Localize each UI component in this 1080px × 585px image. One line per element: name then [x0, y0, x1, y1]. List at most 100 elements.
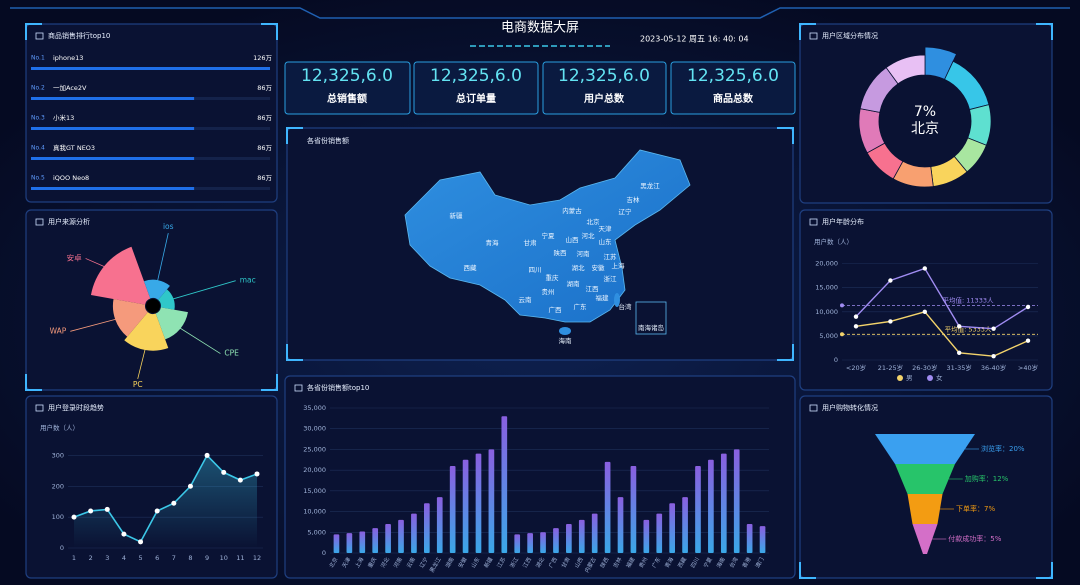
legend-swatch [897, 375, 903, 381]
kpi-card [284, 61, 411, 115]
bar [708, 459, 714, 553]
bar [591, 513, 598, 553]
bar [578, 519, 585, 553]
x-tick-label: 10 [220, 554, 228, 562]
bar [398, 519, 404, 553]
x-tick-label: 2 [89, 554, 93, 562]
bar [759, 526, 766, 553]
bar [514, 534, 521, 553]
panel-title: 用户年龄分布 [822, 217, 864, 226]
bar [462, 459, 469, 553]
x-tick-label: <20岁 [846, 363, 866, 372]
funnel-segment [912, 524, 938, 554]
kpi-value: 12,325,6.0 [301, 66, 393, 86]
region-label: 辽宁 [619, 207, 633, 216]
y-tick-label: 10,000 [815, 308, 838, 316]
point [104, 506, 110, 512]
x-tick-label: 5 [138, 554, 142, 562]
title-icon [809, 32, 818, 40]
rose-segment [90, 246, 151, 305]
china-map [404, 149, 691, 323]
region-label: 台湾 [619, 302, 633, 311]
region-label: 山东 [599, 237, 613, 246]
region-label: 四川 [529, 266, 542, 274]
point [888, 278, 893, 283]
rank: No.4 [31, 145, 45, 152]
legend-label: 女 [936, 373, 943, 382]
bar [501, 416, 508, 553]
region-label: 浙江 [604, 274, 618, 283]
region-label: 上海 [612, 261, 626, 270]
title-icon [294, 384, 303, 392]
region-label: 黑龙江 [640, 181, 660, 190]
funnel-segment [895, 464, 955, 494]
panel-corner [286, 127, 794, 361]
bar [566, 524, 572, 553]
funnel-segment [907, 494, 943, 524]
leader-line [176, 325, 221, 354]
datetime: 2023-05-12 周五 16: 40: 04 [640, 35, 749, 44]
category-label: WAP [50, 326, 67, 335]
title-icon [809, 404, 818, 412]
x-tick-label: 1 [72, 554, 76, 562]
bar [372, 528, 379, 553]
x-tick-label: 江西 [522, 556, 534, 569]
bar [695, 466, 701, 553]
point [957, 324, 962, 329]
x-tick-label: 天津 [341, 556, 353, 569]
bar [31, 67, 270, 70]
header-frame [10, 7, 1070, 19]
legend-label: 男 [906, 374, 913, 382]
bar [746, 524, 753, 553]
item-name: iphone13 [53, 54, 83, 62]
panel-title: 用户登录时段趋势 [48, 403, 104, 412]
kpi-label: 总订单量 [456, 92, 496, 105]
funnel-segment [875, 434, 975, 464]
item-value: 86万 [257, 174, 272, 182]
leader-line [156, 233, 169, 285]
bar [643, 519, 650, 553]
region-label: 西藏 [464, 263, 478, 272]
leader-line [85, 258, 108, 269]
x-tick-label: 7 [172, 554, 176, 562]
x-tick-label: 9 [205, 554, 209, 562]
rose-segment [143, 279, 170, 300]
rose-hole [146, 299, 160, 313]
item-value: 86万 [257, 114, 272, 122]
region-label: 甘肃 [524, 238, 538, 247]
point [853, 324, 859, 329]
bar [733, 449, 740, 553]
region-label: 宁夏 [542, 231, 556, 240]
y-tick-label: 200 [52, 482, 64, 490]
region-label: 云南 [519, 295, 533, 304]
bar [385, 524, 391, 553]
leader-line [70, 317, 120, 332]
x-tick-label: 12 [253, 554, 261, 562]
region-label: 湖南 [567, 279, 581, 288]
panel [799, 23, 1053, 204]
point [991, 326, 996, 331]
page-title: 电商数据大屏 [501, 21, 579, 36]
region-label: 天津 [599, 225, 613, 233]
kpi-label: 用户总数 [583, 92, 625, 105]
title-icon [35, 218, 44, 226]
leader-line [169, 280, 236, 301]
panel-title: 商品销售排行top10 [48, 31, 110, 40]
region-label: 贵州 [542, 287, 555, 296]
region-label: 广西 [549, 305, 563, 314]
rose-segment [124, 312, 169, 351]
y-tick-label: 15,000 [303, 487, 326, 495]
bar [540, 532, 546, 553]
legend-swatch [927, 375, 933, 381]
point [1025, 338, 1031, 343]
taiwan [614, 293, 620, 307]
title-icon [35, 404, 44, 412]
region-label: 内蒙古 [562, 206, 582, 215]
center-value: 7% [914, 104, 936, 120]
line [855, 267, 1029, 330]
point [221, 469, 227, 475]
region-label: 青海 [486, 238, 500, 247]
rank: No.3 [31, 115, 45, 122]
